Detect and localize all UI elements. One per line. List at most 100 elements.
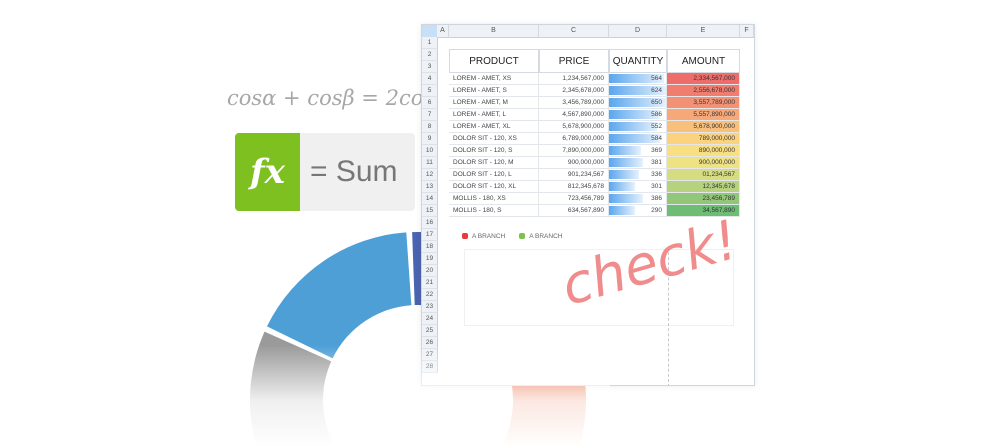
row-header[interactable]: 22 bbox=[422, 289, 438, 301]
cell-product[interactable]: LOREM - AMET, XL bbox=[449, 121, 539, 133]
cell-amount[interactable]: 5,678,900,000 bbox=[667, 121, 740, 133]
row-header[interactable]: 14 bbox=[422, 193, 438, 205]
cell-product[interactable]: LOREM - AMET, S bbox=[449, 85, 539, 97]
cell-price[interactable]: 723,456,789 bbox=[539, 193, 609, 205]
fx-icon[interactable]: fx bbox=[235, 133, 300, 211]
column-header-f[interactable]: F bbox=[740, 25, 754, 38]
cell-amount[interactable]: 900,000,000 bbox=[667, 157, 740, 169]
cell-price[interactable]: 634,567,890 bbox=[539, 205, 609, 217]
cell-price[interactable]: 2,345,678,000 bbox=[539, 85, 609, 97]
cell-quantity[interactable]: 624 bbox=[609, 85, 667, 97]
header-price[interactable]: PRICE bbox=[539, 49, 609, 73]
cell-amount[interactable]: 23,456,789 bbox=[667, 193, 740, 205]
quantity-data-bar bbox=[609, 86, 666, 95]
cell-price[interactable]: 3,456,789,000 bbox=[539, 97, 609, 109]
cell-quantity[interactable]: 336 bbox=[609, 169, 667, 181]
cell-amount[interactable]: 890,000,000 bbox=[667, 145, 740, 157]
row-header[interactable]: 20 bbox=[422, 265, 438, 277]
quantity-data-bar bbox=[609, 134, 661, 143]
cell-price[interactable]: 1,234,567,000 bbox=[539, 73, 609, 85]
row-header[interactable]: 1 bbox=[422, 37, 438, 49]
embedded-chart-area[interactable] bbox=[464, 249, 734, 326]
cell-amount[interactable]: 12,345,678 bbox=[667, 181, 740, 193]
cell-quantity[interactable]: 369 bbox=[609, 145, 667, 157]
row-header[interactable]: 15 bbox=[422, 205, 438, 217]
row-header[interactable]: 8 bbox=[422, 121, 438, 133]
cell-price[interactable]: 901,234,567 bbox=[539, 169, 609, 181]
cell-product[interactable]: LOREM - AMET, L bbox=[449, 109, 539, 121]
legend-item[interactable]: A BRANCH bbox=[519, 233, 562, 240]
cell-text: 2,334,567,000 bbox=[693, 75, 735, 82]
column-header-d[interactable]: D bbox=[609, 25, 667, 38]
row-header[interactable]: 10 bbox=[422, 145, 438, 157]
cell-amount[interactable]: 2,556,678,000 bbox=[667, 85, 740, 97]
column-header-b[interactable]: B bbox=[449, 25, 539, 38]
row-header[interactable]: 24 bbox=[422, 313, 438, 325]
cell-product[interactable]: DOLOR SIT - 120, M bbox=[449, 157, 539, 169]
cell-price[interactable]: 6,789,000,000 bbox=[539, 133, 609, 145]
row-header[interactable]: 13 bbox=[422, 181, 438, 193]
cell-price[interactable]: 812,345,678 bbox=[539, 181, 609, 193]
cell-quantity[interactable]: 584 bbox=[609, 133, 667, 145]
cell-amount[interactable]: 2,334,567,000 bbox=[667, 73, 740, 85]
column-header-c[interactable]: C bbox=[539, 25, 609, 38]
row-header[interactable]: 16 bbox=[422, 217, 438, 229]
header-quantity[interactable]: QUANTITY bbox=[609, 49, 667, 73]
cell-product[interactable]: MOLLIS - 180, XS bbox=[449, 193, 539, 205]
row-header[interactable]: 9 bbox=[422, 133, 438, 145]
formula-expression[interactable]: = Sum bbox=[300, 133, 415, 211]
cell-text: LOREM - AMET, L bbox=[453, 111, 507, 118]
row-header[interactable]: 4 bbox=[422, 73, 438, 85]
cell-text: LOREM - AMET, XS bbox=[453, 75, 512, 82]
row-header[interactable]: 6 bbox=[422, 97, 438, 109]
cell-amount[interactable]: 789,000,000 bbox=[667, 133, 740, 145]
cell-text: 2,345,678,000 bbox=[562, 87, 604, 94]
legend-swatch bbox=[519, 233, 526, 239]
cell-price[interactable]: 5,678,900,000 bbox=[539, 121, 609, 133]
row-header[interactable]: 19 bbox=[422, 253, 438, 265]
cell-product[interactable]: DOLOR SIT - 120, S bbox=[449, 145, 539, 157]
legend-item[interactable]: A BRANCH bbox=[462, 233, 505, 240]
row-header[interactable]: 5 bbox=[422, 85, 438, 97]
cell-price[interactable]: 900,000,000 bbox=[539, 157, 609, 169]
cell-quantity[interactable]: 290 bbox=[609, 205, 667, 217]
row-header[interactable]: 25 bbox=[422, 325, 438, 337]
cell-quantity[interactable]: 564 bbox=[609, 73, 667, 85]
cell-amount[interactable]: 01,234,567 bbox=[667, 169, 740, 181]
row-header[interactable]: 7 bbox=[422, 109, 438, 121]
cell-quantity[interactable]: 386 bbox=[609, 193, 667, 205]
spreadsheet[interactable]: A B C D E F 1 2 3 4 5 6 7 8 9 10 11 12 13 14 15 16 17 18 19 20 21 2… bbox=[421, 24, 755, 386]
header-amount[interactable]: AMOUNT bbox=[667, 49, 740, 73]
column-header-e[interactable]: E bbox=[667, 25, 740, 38]
row-header[interactable]: 12 bbox=[422, 169, 438, 181]
row-header[interactable]: 23 bbox=[422, 301, 438, 313]
cell-amount[interactable]: 3,557,789,000 bbox=[667, 97, 740, 109]
cell-product[interactable]: MOLLIS - 180, S bbox=[449, 205, 539, 217]
cell-product[interactable]: DOLOR SIT - 120, L bbox=[449, 169, 539, 181]
quantity-data-bar bbox=[609, 194, 643, 203]
cell-quantity[interactable]: 381 bbox=[609, 157, 667, 169]
row-header[interactable]: 3 bbox=[422, 61, 438, 73]
cell-amount[interactable]: 5,557,890,000 bbox=[667, 109, 740, 121]
cell-quantity[interactable]: 301 bbox=[609, 181, 667, 193]
cell-price[interactable]: 7,890,000,000 bbox=[539, 145, 609, 157]
row-header[interactable]: 2 bbox=[422, 49, 438, 61]
cell-quantity[interactable]: 552 bbox=[609, 121, 667, 133]
cell-amount[interactable]: 34,567,890 bbox=[667, 205, 740, 217]
header-product[interactable]: PRODUCT bbox=[449, 49, 539, 73]
row-header[interactable]: 21 bbox=[422, 277, 438, 289]
cell-product[interactable]: LOREM - AMET, M bbox=[449, 97, 539, 109]
cell-text: 564 bbox=[651, 75, 662, 82]
cell-quantity[interactable]: 586 bbox=[609, 109, 667, 121]
column-header-a[interactable]: A bbox=[437, 25, 449, 38]
cell-text: 290 bbox=[651, 207, 662, 214]
cell-product[interactable]: DOLOR SIT - 120, XS bbox=[449, 133, 539, 145]
row-header[interactable]: 18 bbox=[422, 241, 438, 253]
cell-quantity[interactable]: 650 bbox=[609, 97, 667, 109]
row-header[interactable]: 11 bbox=[422, 157, 438, 169]
cell-product[interactable]: LOREM - AMET, XS bbox=[449, 73, 539, 85]
row-header[interactable]: 17 bbox=[422, 229, 438, 241]
cell-text: 5,678,900,000 bbox=[693, 123, 735, 130]
cell-product[interactable]: DOLOR SIT - 120, XL bbox=[449, 181, 539, 193]
cell-price[interactable]: 4,567,890,000 bbox=[539, 109, 609, 121]
